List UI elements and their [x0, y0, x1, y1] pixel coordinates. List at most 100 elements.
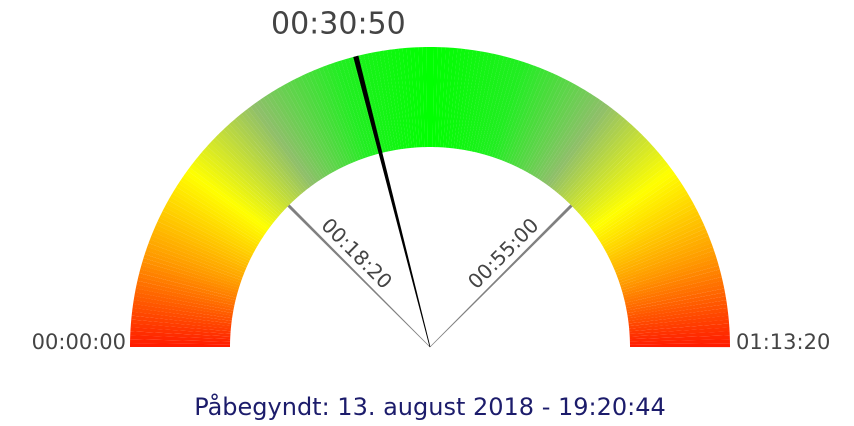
- gauge-band: [616, 239, 712, 278]
- gauge-band: [627, 300, 727, 319]
- gauge-band: [534, 91, 591, 178]
- gauge-band: [453, 49, 470, 149]
- gauge-band: [629, 339, 730, 345]
- gauge-band: [571, 134, 645, 208]
- gauge-band: [613, 228, 708, 271]
- gauge-band: [563, 124, 634, 201]
- gauge-band: [628, 315, 729, 329]
- gauge-band: [474, 54, 501, 153]
- gauge-band: [135, 284, 235, 308]
- gauge-band: [578, 146, 656, 216]
- gauge-band: [307, 71, 352, 165]
- gauge-band: [606, 207, 698, 257]
- gauge-band: [615, 235, 711, 276]
- gauge-band: [445, 47, 458, 148]
- gauge-band: [244, 108, 309, 190]
- gauge-band: [551, 108, 616, 190]
- gauge-band: [435, 47, 442, 148]
- gauge-band: [541, 97, 600, 183]
- gauge-band: [590, 167, 673, 230]
- gauge-band: [479, 56, 508, 154]
- gauge-band: [523, 81, 574, 172]
- gauge-band: [627, 296, 727, 316]
- gauge-band: [504, 68, 545, 163]
- gauge-band: [461, 50, 481, 150]
- gauge-band: [226, 124, 297, 201]
- gauge-band: [565, 126, 637, 202]
- threshold-line: [287, 204, 431, 348]
- gauge-band: [597, 183, 684, 241]
- gauge-band: [133, 296, 233, 316]
- gauge-band: [623, 273, 722, 301]
- gauge-band: [494, 62, 531, 159]
- gauge-band: [180, 177, 266, 236]
- gauge-band: [130, 335, 231, 342]
- gauge-band: [596, 180, 682, 239]
- gauge-band: [469, 52, 493, 152]
- gauge-band: [273, 89, 328, 177]
- gauge-band: [145, 246, 242, 283]
- gauge-band: [618, 246, 715, 283]
- gauge-band: [567, 129, 640, 204]
- gauge-band: [443, 47, 454, 148]
- gauge-band: [587, 161, 669, 226]
- gauge-band: [536, 93, 594, 180]
- gauge-band: [621, 258, 718, 291]
- gauge-band: [496, 64, 534, 160]
- gauge-band: [280, 85, 333, 174]
- gauge-band: [159, 214, 251, 261]
- gauge-band: [557, 116, 625, 195]
- gauge-band: [532, 89, 587, 177]
- gauge-band: [603, 197, 692, 250]
- gauge-band: [253, 101, 315, 186]
- gauge-band: [276, 87, 331, 176]
- gauge-band: [139, 269, 237, 298]
- gauge-band: [432, 47, 438, 148]
- gauge-band: [341, 59, 374, 156]
- gauge-band: [394, 48, 410, 149]
- gauge-band: [318, 66, 359, 162]
- gauge-band: [624, 276, 723, 303]
- gauge-band: [386, 49, 404, 150]
- gauge-band: [466, 52, 489, 151]
- gauge-band: [601, 193, 690, 248]
- gauge-band: [499, 65, 538, 161]
- gauge-band: [204, 146, 282, 216]
- gauge-band: [209, 140, 285, 212]
- gauge-band: [348, 57, 379, 155]
- gauge-band: [440, 47, 450, 148]
- gauge-band: [594, 177, 680, 236]
- gauge-band: [363, 53, 389, 152]
- gauge-band: [629, 323, 730, 334]
- gauge-band: [154, 224, 248, 269]
- gauge-band: [196, 155, 277, 222]
- gauge-band: [486, 59, 520, 157]
- gauge-band: [619, 250, 716, 286]
- gauge-band: [194, 158, 275, 224]
- gauge-band: [612, 224, 706, 269]
- gauge-band: [138, 273, 237, 301]
- gauge-band: [141, 261, 239, 293]
- gauge-band: [135, 288, 234, 311]
- gauge-band: [174, 186, 261, 243]
- gauge-band: [626, 288, 725, 311]
- gauge-band: [513, 74, 560, 167]
- gauge-band: [215, 134, 289, 208]
- gauge-tick-label: 01:13:20: [736, 330, 830, 354]
- gauge-band: [359, 54, 386, 153]
- gauge-band: [130, 319, 231, 332]
- gauge-band: [561, 121, 631, 199]
- gauge-band: [247, 106, 311, 189]
- threshold-line: [429, 204, 573, 348]
- gauge-band: [489, 60, 523, 157]
- gauge-band: [136, 280, 235, 306]
- gauge-band: [220, 129, 293, 204]
- gauge-band: [337, 60, 371, 157]
- gauge-band: [144, 250, 241, 286]
- gauge-band: [625, 280, 724, 306]
- gauge-band: [229, 121, 299, 199]
- gauge-band: [189, 164, 272, 228]
- gauge-band: [588, 164, 671, 228]
